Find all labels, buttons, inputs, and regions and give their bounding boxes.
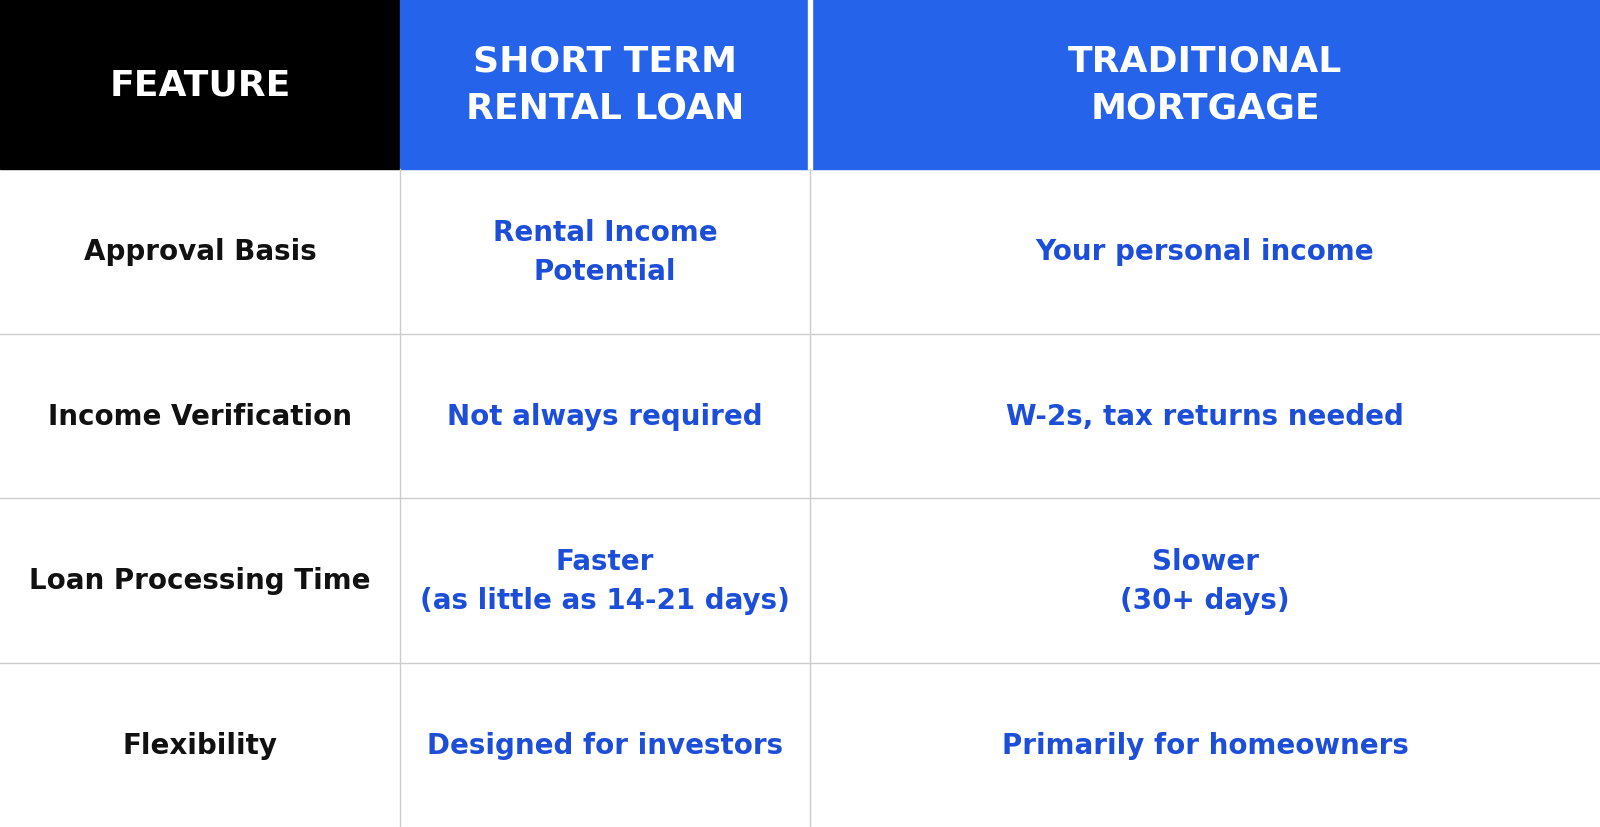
Bar (0, 0, 400, 170)
Text: FEATURE: FEATURE (109, 68, 291, 102)
Text: W-2s, tax returns needed: W-2s, tax returns needed (1006, 402, 1403, 430)
Bar (400, 0, 810, 170)
Text: TRADITIONAL
MORTGAGE: TRADITIONAL MORTGAGE (1067, 44, 1342, 126)
Text: Your personal income: Your personal income (1035, 238, 1374, 266)
Text: Slower
(30+ days): Slower (30+ days) (1120, 547, 1290, 614)
Text: Income Verification: Income Verification (48, 402, 352, 430)
Bar (808, 0, 813, 170)
Text: Approval Basis: Approval Basis (83, 238, 317, 266)
Bar (0, 170, 1600, 827)
Text: Rental Income
Potential: Rental Income Potential (493, 218, 717, 285)
Text: Primarily for homeowners: Primarily for homeowners (1002, 731, 1408, 759)
Text: Loan Processing Time: Loan Processing Time (29, 566, 371, 595)
Text: Flexibility: Flexibility (123, 731, 277, 759)
Text: Not always required: Not always required (446, 402, 763, 430)
Bar (810, 0, 1600, 170)
Text: Designed for investors: Designed for investors (427, 731, 782, 759)
Text: SHORT TERM
RENTAL LOAN: SHORT TERM RENTAL LOAN (466, 44, 744, 126)
Text: Faster
(as little as 14-21 days): Faster (as little as 14-21 days) (421, 547, 790, 614)
